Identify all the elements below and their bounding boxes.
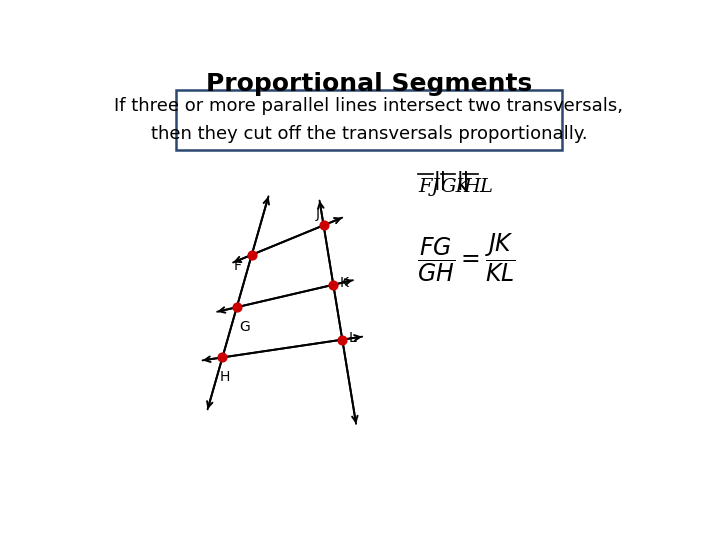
Text: Proportional Segments: Proportional Segments	[206, 71, 532, 96]
Text: G: G	[239, 320, 250, 334]
Point	[217, 353, 228, 362]
Point	[336, 335, 348, 344]
Text: FJ: FJ	[418, 178, 439, 196]
Text: ||: ||	[434, 171, 447, 190]
Text: L: L	[348, 330, 356, 345]
Text: If three or more parallel lines intersect two transversals,
then they cut off th: If three or more parallel lines intersec…	[114, 97, 624, 143]
Point	[328, 280, 339, 289]
FancyBboxPatch shape	[176, 90, 562, 150]
Text: ||: ||	[456, 171, 469, 190]
Point	[318, 221, 329, 230]
Text: H: H	[220, 370, 230, 384]
Text: $\dfrac{FG}{GH} = \dfrac{JK}{KL}$: $\dfrac{FG}{GH} = \dfrac{JK}{KL}$	[417, 232, 516, 285]
Point	[231, 303, 243, 312]
Text: K: K	[340, 276, 348, 289]
Text: GK: GK	[441, 178, 471, 196]
Text: HL: HL	[463, 178, 493, 196]
Text: F: F	[233, 259, 241, 273]
Point	[246, 251, 258, 259]
Text: J: J	[315, 207, 320, 221]
